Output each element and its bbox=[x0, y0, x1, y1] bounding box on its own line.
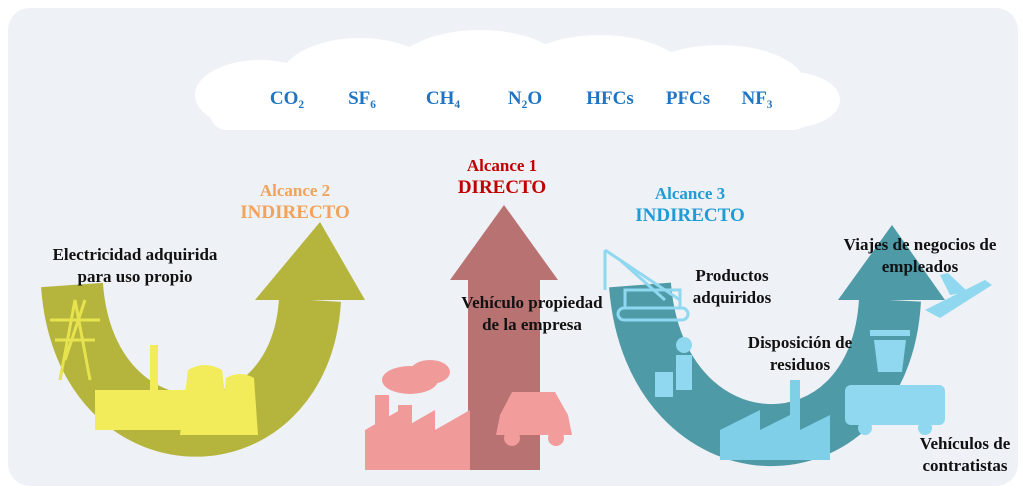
source-label: Vehículo propiedad de la empresa bbox=[457, 292, 607, 336]
source-label: Viajes de negocios de empleados bbox=[823, 234, 1018, 278]
scope-name: Alcance 2 bbox=[260, 180, 330, 202]
source-label: Productos adquiridos bbox=[677, 265, 787, 309]
gas-label: PFCs bbox=[666, 88, 710, 110]
gas-label: CO₂ bbox=[270, 88, 304, 110]
source-label: Disposición de residuos bbox=[730, 332, 870, 376]
scope-name: Alcance 3 bbox=[655, 183, 725, 205]
scope-kind: INDIRECTO bbox=[240, 202, 349, 224]
infographic: CO₂ SF₆ CH₄ N₂O HFCs PFCs NF₃ Alcance 2 INDIRE… bbox=[0, 0, 1023, 489]
source-label: Vehículos de contratistas bbox=[910, 433, 1020, 477]
gas-label: NF₃ bbox=[741, 88, 772, 110]
scope-kind: DIRECTO bbox=[458, 177, 546, 199]
scope-name: Alcance 1 bbox=[467, 155, 537, 177]
gas-label: HFCs bbox=[586, 88, 634, 110]
gas-label: CH₄ bbox=[426, 88, 460, 110]
gas-label: SF₆ bbox=[348, 88, 376, 110]
source-label: Electricidad adquirida para uso propio bbox=[35, 244, 235, 288]
scope-kind: INDIRECTO bbox=[635, 205, 744, 227]
gas-label: N₂O bbox=[508, 88, 542, 110]
